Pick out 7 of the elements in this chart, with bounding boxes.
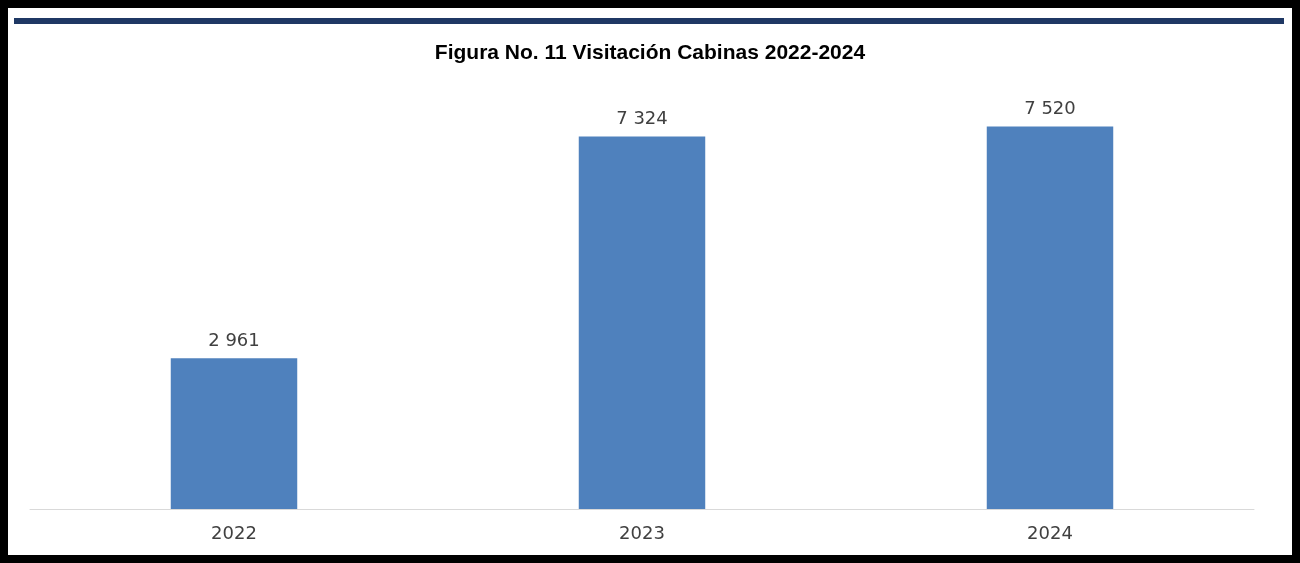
- x-tick-label: 2024: [1027, 521, 1073, 543]
- data-label: 7 520: [1024, 96, 1076, 118]
- data-label: 7 324: [616, 106, 668, 128]
- chart-title: Figura No. 11 Visitación Cabinas 2022-2024: [434, 40, 866, 63]
- data-label: 2 961: [208, 328, 260, 350]
- x-tick-label: 2023: [619, 521, 665, 543]
- x-tick-label: 2022: [211, 521, 257, 543]
